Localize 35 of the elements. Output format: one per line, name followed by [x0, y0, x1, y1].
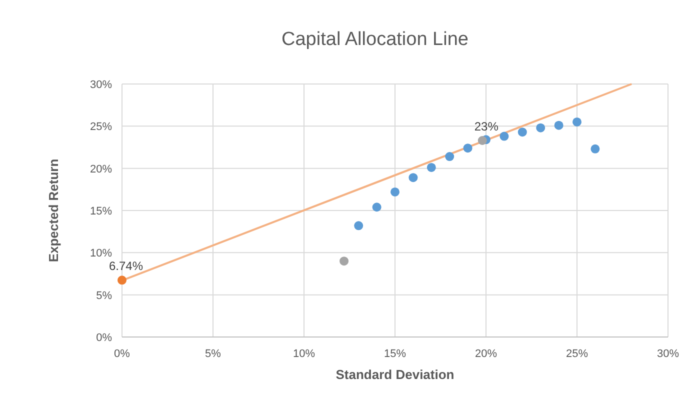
point: [500, 132, 509, 141]
y-tick-label: 5%: [96, 290, 112, 302]
x-tick-label: 10%: [292, 348, 316, 360]
point: [390, 187, 400, 196]
x-tick-label: 25%: [566, 348, 588, 360]
data-label: 6.74%: [108, 259, 144, 274]
point: [572, 117, 582, 126]
point: [118, 276, 126, 285]
chart-title: Capital Allocation Line: [282, 29, 468, 50]
y-tick-label: 10%: [90, 248, 112, 260]
x-tick-label: 5%: [205, 348, 222, 360]
point: [372, 202, 382, 212]
point: [518, 128, 527, 137]
point: [590, 144, 600, 154]
y-axis-title: Expected Return: [46, 158, 61, 262]
point: [478, 136, 487, 146]
y-tick-label: 0%: [96, 332, 112, 344]
x-tick-label: 20%: [474, 348, 498, 360]
x-tick-label: 0%: [114, 348, 130, 360]
y-tick-label: 25%: [90, 121, 112, 134]
point: [445, 152, 454, 162]
point: [340, 256, 349, 266]
point: [463, 144, 472, 153]
y-tick-label: 30%: [90, 79, 112, 91]
point: [554, 120, 564, 130]
y-tick-label: 15%: [90, 206, 112, 218]
point: [408, 173, 418, 182]
point: [536, 123, 546, 132]
x-axis-title: Standard Deviation: [336, 367, 454, 382]
point: [426, 162, 436, 172]
y-tick-label: 20%: [90, 163, 112, 176]
x-tick-label: 30%: [656, 348, 680, 360]
data-label: 23%: [474, 120, 499, 134]
x-tick-label: 15%: [384, 348, 406, 360]
point: [354, 221, 364, 230]
